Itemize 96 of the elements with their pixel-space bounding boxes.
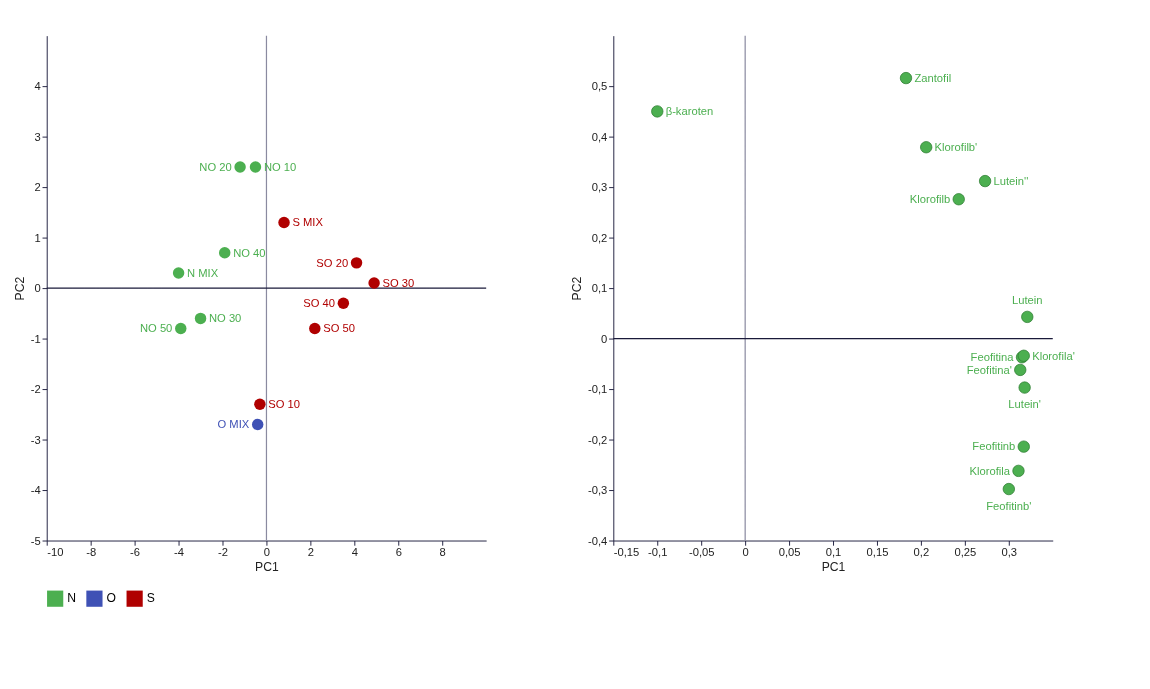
y-tick-label: 0,2	[591, 231, 608, 244]
y-tick-label: 0,4	[591, 130, 608, 143]
annotation: O MIX	[217, 418, 250, 431]
annotation: SO 20	[316, 256, 349, 269]
y-tick-label: 0	[34, 282, 41, 295]
point	[254, 398, 266, 410]
annotation: Feofitinb	[972, 440, 1016, 453]
annotation: Klorofilb'	[934, 140, 978, 153]
point	[1012, 464, 1025, 477]
point	[234, 161, 246, 173]
x-tick-label: 0,3	[1001, 545, 1018, 558]
annotation: SO 10	[268, 397, 301, 410]
y-tick-label: 2	[34, 181, 41, 194]
x-tick-label: 6	[395, 545, 402, 558]
annotation: NO 30	[208, 312, 242, 325]
point	[309, 322, 321, 335]
annotation: SO 40	[303, 297, 335, 309]
annotation: Klorofilb	[909, 193, 951, 205]
y-tick-label: 0,3	[591, 181, 608, 194]
x-tick-label: -4	[174, 545, 185, 558]
y-tick-label: -2	[30, 383, 41, 396]
x-tick-label: -8	[86, 545, 97, 558]
x-axis-title: PC1	[255, 559, 279, 574]
point	[1014, 363, 1027, 376]
point	[1002, 482, 1015, 496]
x-tick-label: 2	[307, 545, 314, 558]
y-tick-label: -0,3	[587, 484, 608, 497]
x-axis-title: PC1	[821, 559, 846, 574]
point	[350, 257, 363, 269]
point	[1017, 440, 1030, 453]
point	[978, 174, 992, 188]
x-tick-label: 0,25	[954, 545, 977, 558]
legend-label: S	[146, 591, 155, 606]
annotation: SO 30	[382, 276, 415, 289]
y-axis-title: PC2	[13, 276, 28, 301]
y-axis-title: PC2	[570, 276, 585, 301]
x-tick-label: -2	[218, 545, 228, 558]
annotation: Lutein''	[993, 174, 1029, 187]
x-tick-label: 0,15	[866, 545, 889, 558]
point	[1021, 310, 1034, 323]
x-tick-label: 8	[439, 545, 446, 558]
annotation: Klorofila'	[1032, 349, 1075, 362]
y-tick-label: -4	[30, 484, 41, 497]
annotation: NO 20	[199, 160, 232, 173]
annotation: Klorofila	[969, 464, 1011, 477]
y-tick-label: -3	[30, 433, 41, 446]
x-tick-label: -0,05	[688, 545, 715, 558]
annotation: Lutein'	[1008, 398, 1041, 411]
point	[651, 105, 664, 118]
x-tick-label: 0,1	[825, 545, 842, 558]
x-tick-label: 0,2	[913, 545, 930, 558]
y-tick-label: -0,4	[587, 534, 608, 547]
y-tick-label: 0,1	[591, 282, 608, 295]
point	[899, 71, 913, 85]
point	[251, 418, 264, 431]
point	[175, 322, 187, 335]
y-tick-label: -0,1	[587, 383, 608, 396]
y-tick-label: -1	[30, 332, 41, 345]
annotation: Feofitinb'	[986, 499, 1032, 512]
annotation: Feofitina	[970, 351, 1015, 364]
point	[278, 216, 290, 229]
annotation: β-karoten	[665, 105, 714, 118]
annotation: Lutein	[1012, 293, 1043, 306]
point	[194, 312, 207, 325]
x-tick-label: -6	[130, 545, 141, 558]
annotation: Feofitina'	[966, 363, 1012, 376]
x-tick-label: 0	[263, 545, 271, 558]
x-tick-label: 4	[351, 545, 358, 558]
x-tick-label: -0,1	[648, 545, 668, 558]
point	[249, 161, 262, 173]
x-tick-label: -0,15	[613, 545, 640, 558]
x-tick-label: 0	[742, 545, 749, 558]
point	[952, 193, 965, 206]
point	[218, 247, 231, 259]
y-tick-label: -0,2	[587, 433, 608, 446]
annotation: NO 50	[139, 322, 173, 335]
point	[920, 141, 933, 154]
annotation: Zantofil	[914, 71, 952, 84]
y-tick-label: 3	[34, 130, 41, 143]
point	[368, 277, 380, 289]
point	[337, 297, 350, 309]
legend-label: N	[67, 591, 77, 606]
y-tick-label: -5	[30, 534, 41, 547]
annotation: S MIX	[292, 216, 324, 229]
point	[172, 267, 185, 279]
x-tick-label: -10	[47, 545, 64, 558]
y-tick-label: 4	[34, 80, 41, 93]
point	[1018, 381, 1031, 394]
x-tick-label: 0,05	[778, 545, 801, 558]
y-tick-label: 0,5	[591, 80, 608, 93]
y-tick-label: 0	[601, 332, 608, 345]
legend-label: O	[106, 591, 117, 606]
annotation: N MIX	[186, 266, 219, 279]
annotation: NO 40	[233, 246, 266, 259]
y-tick-label: 1	[34, 231, 41, 244]
annotation: SO 50	[323, 322, 355, 335]
